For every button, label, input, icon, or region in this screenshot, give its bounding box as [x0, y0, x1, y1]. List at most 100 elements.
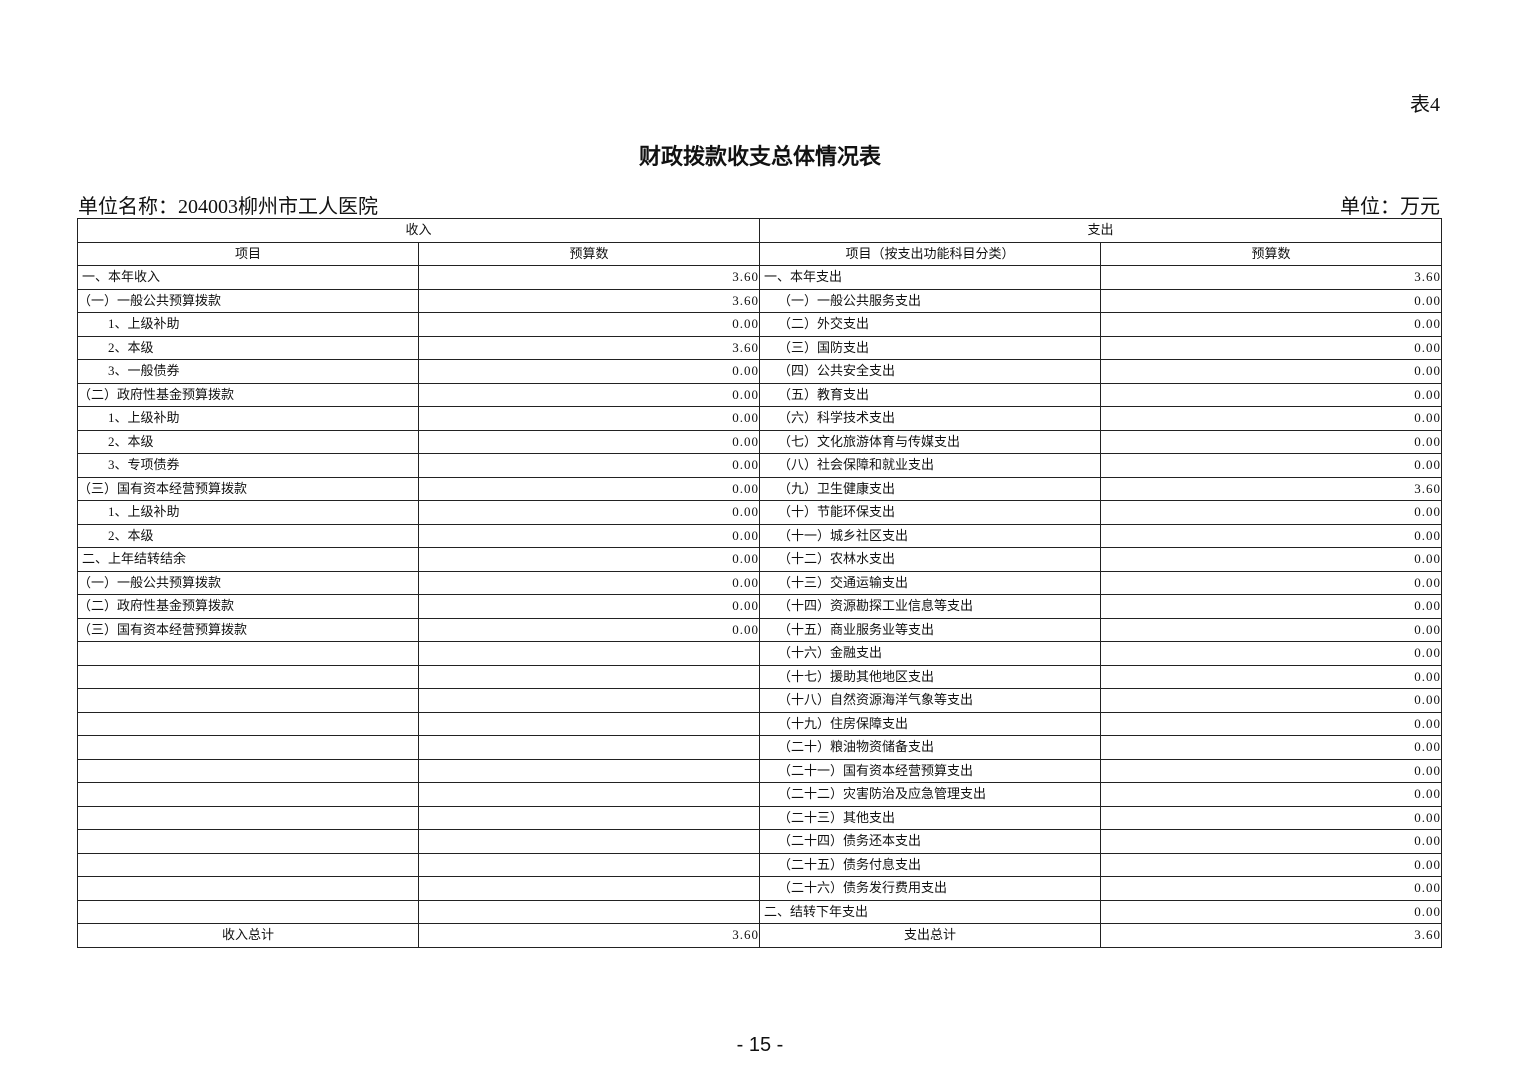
expense-item: 一、本年支出	[759, 265, 1102, 290]
expense-item: （六）科学技术支出	[759, 406, 1102, 431]
income-total-value: 3.60	[417, 923, 761, 948]
expense-budget: 0.00	[1100, 453, 1443, 478]
expense-item: （十五）商业服务业等支出	[759, 617, 1102, 642]
expense-item: （十九）住房保障支出	[759, 711, 1102, 736]
income-budget: 0.00	[417, 476, 761, 501]
expense-budget: 0.00	[1100, 288, 1443, 313]
expense-budget: 0.00	[1100, 617, 1443, 642]
table-row: （一）一般公共预算拨款 0.00 （十三）交通运输支出 0.00	[77, 570, 1443, 595]
table-row: 二、上年结转结余 0.00 （十二）农林水支出 0.00	[77, 547, 1443, 572]
income-item	[77, 688, 419, 713]
income-item: 2、本级	[77, 335, 419, 360]
income-item: 一、本年收入	[77, 265, 419, 290]
table-number: 表4	[1410, 94, 1440, 116]
expense-budget: 0.00	[1100, 547, 1443, 572]
expense-budget: 0.00	[1100, 312, 1443, 337]
income-budget	[417, 664, 761, 689]
expense-budget: 0.00	[1100, 406, 1443, 431]
expense-budget: 0.00	[1100, 335, 1443, 360]
expense-budget: 0.00	[1100, 829, 1443, 854]
expense-total-value: 3.60	[1100, 923, 1443, 948]
income-item: （一）一般公共预算拨款	[77, 288, 419, 313]
totals-row: 收入总计 3.60 支出总计 3.60	[77, 923, 1443, 948]
income-item	[77, 852, 419, 877]
expense-total-label: 支出总计	[759, 923, 1102, 948]
income-item: 1、上级补助	[77, 312, 419, 337]
income-budget: 0.00	[417, 500, 761, 525]
expense-budget: 0.00	[1100, 359, 1443, 384]
expense-budget: 0.00	[1100, 782, 1443, 807]
income-item: 3、专项债券	[77, 453, 419, 478]
income-item: 二、上年结转结余	[77, 547, 419, 572]
expense-item: （四）公共安全支出	[759, 359, 1102, 384]
expense-item: （十二）农林水支出	[759, 547, 1102, 572]
table-row: （二）政府性基金预算拨款 0.00 （十四）资源勘探工业信息等支出 0.00	[77, 594, 1443, 619]
expense-budget: 0.00	[1100, 429, 1443, 454]
expense-budget: 0.00	[1100, 876, 1443, 901]
income-budget	[417, 852, 761, 877]
unit-name: 单位名称：204003柳州市工人医院	[78, 196, 378, 218]
table-row: （十八）自然资源海洋气象等支出 0.00	[77, 688, 1443, 713]
expense-item: （二）外交支出	[759, 312, 1102, 337]
column-header-row: 项目 预算数 项目（按支出功能科目分类） 预算数	[77, 241, 1443, 266]
table-row: 3、专项债券 0.00 （八）社会保障和就业支出 0.00	[77, 453, 1443, 478]
expense-item: （二十二）灾害防治及应急管理支出	[759, 782, 1102, 807]
income-budget: 0.00	[417, 523, 761, 548]
income-item: （二）政府性基金预算拨款	[77, 594, 419, 619]
income-budget	[417, 829, 761, 854]
income-budget: 0.00	[417, 570, 761, 595]
income-item	[77, 899, 419, 924]
expense-item: （二十五）债务付息支出	[759, 852, 1102, 877]
expense-item: （十四）资源勘探工业信息等支出	[759, 594, 1102, 619]
table-row: 1、上级补助 0.00 （六）科学技术支出 0.00	[77, 406, 1443, 431]
income-budget	[417, 711, 761, 736]
income-budget	[417, 758, 761, 783]
income-budget-header: 预算数	[417, 241, 761, 266]
table-row: （二十四）债务还本支出 0.00	[77, 829, 1443, 854]
expense-item: （二十）粮油物资储备支出	[759, 735, 1102, 760]
expense-item: （十六）金融支出	[759, 641, 1102, 666]
table-row: （二十五）债务付息支出 0.00	[77, 852, 1443, 877]
income-item	[77, 735, 419, 760]
expense-budget: 0.00	[1100, 500, 1443, 525]
income-budget: 0.00	[417, 429, 761, 454]
expense-budget: 0.00	[1100, 594, 1443, 619]
expense-budget: 3.60	[1100, 265, 1443, 290]
expense-budget: 0.00	[1100, 735, 1443, 760]
income-budget: 0.00	[417, 382, 761, 407]
income-item: 1、上级补助	[77, 500, 419, 525]
income-budget: 3.60	[417, 335, 761, 360]
table-row: 2、本级 3.60 （三）国防支出 0.00	[77, 335, 1443, 360]
income-budget: 0.00	[417, 453, 761, 478]
income-budget	[417, 876, 761, 901]
income-item	[77, 641, 419, 666]
income-budget: 0.00	[417, 547, 761, 572]
expense-item-header: 项目（按支出功能科目分类）	[759, 241, 1102, 266]
expense-item: （十七）援助其他地区支出	[759, 664, 1102, 689]
expense-budget: 0.00	[1100, 711, 1443, 736]
income-budget	[417, 688, 761, 713]
income-budget: 0.00	[417, 406, 761, 431]
table-row: 3、一般债券 0.00 （四）公共安全支出 0.00	[77, 359, 1443, 384]
income-item	[77, 782, 419, 807]
income-item: 3、一般债券	[77, 359, 419, 384]
income-item: 1、上级补助	[77, 406, 419, 431]
expense-budget: 0.00	[1100, 852, 1443, 877]
income-budget	[417, 805, 761, 830]
currency-unit: 单位：万元	[1340, 196, 1440, 218]
table-row: （二）政府性基金预算拨款 0.00 （五）教育支出 0.00	[77, 382, 1443, 407]
income-item	[77, 805, 419, 830]
expense-header: 支出	[759, 218, 1443, 243]
expense-budget: 0.00	[1100, 664, 1443, 689]
expense-item: （十一）城乡社区支出	[759, 523, 1102, 548]
table-row: （三）国有资本经营预算拨款 0.00 （九）卫生健康支出 3.60	[77, 476, 1443, 501]
table-row: （二十）粮油物资储备支出 0.00	[77, 735, 1443, 760]
income-item: （二）政府性基金预算拨款	[77, 382, 419, 407]
expense-budget: 0.00	[1100, 805, 1443, 830]
expense-item: （二十四）债务还本支出	[759, 829, 1102, 854]
income-item-header: 项目	[77, 241, 419, 266]
expense-item: （九）卫生健康支出	[759, 476, 1102, 501]
income-item: 2、本级	[77, 523, 419, 548]
expense-budget: 0.00	[1100, 570, 1443, 595]
expense-item: （八）社会保障和就业支出	[759, 453, 1102, 478]
